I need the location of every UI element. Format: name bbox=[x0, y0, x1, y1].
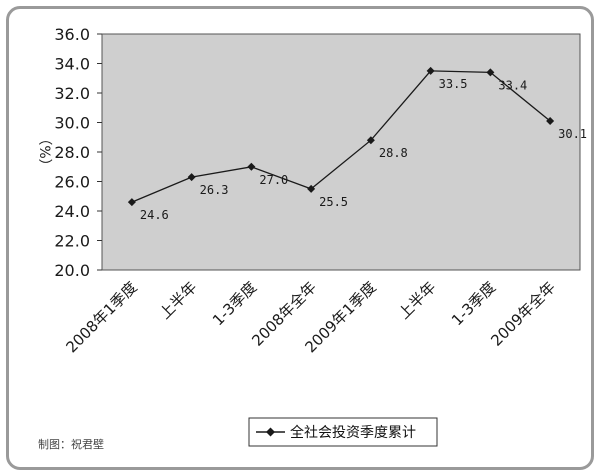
data-point bbox=[307, 184, 316, 193]
y-tick-label: 26.0 bbox=[54, 173, 90, 192]
data-point bbox=[426, 66, 435, 75]
x-tick-label: 上半年 bbox=[395, 278, 440, 323]
data-label: 26.3 bbox=[200, 183, 229, 197]
data-label: 33.4 bbox=[498, 78, 527, 92]
x-tick-label: 1-3季度 bbox=[448, 278, 499, 329]
y-tick-label: 30.0 bbox=[54, 114, 90, 133]
data-labels: 24.6 26.3 27.0 25.5 28.8 33.5 33.4 30.1 bbox=[140, 77, 587, 222]
y-tick-label: 22.0 bbox=[54, 232, 90, 251]
y-tick-label: 34.0 bbox=[54, 55, 90, 74]
data-point bbox=[127, 198, 136, 207]
x-tick-label: 2008年1季度 bbox=[62, 278, 140, 356]
data-label: 25.5 bbox=[319, 195, 348, 209]
y-tick-label: 32.0 bbox=[54, 84, 90, 103]
x-tick-label: 2009年全年 bbox=[487, 278, 559, 350]
data-point bbox=[366, 136, 375, 145]
y-axis: 20.0 22.0 24.0 26.0 28.0 30.0 32.0 34.0 36.0 bbox=[54, 25, 102, 280]
legend-marker bbox=[266, 427, 275, 437]
data-label: 33.5 bbox=[439, 77, 468, 91]
y-tick-label: 20.0 bbox=[54, 261, 90, 280]
data-label: 30.1 bbox=[558, 127, 587, 141]
legend: 全社会投资季度累计 bbox=[248, 417, 438, 447]
data-point bbox=[486, 68, 495, 77]
x-tick-label: 上半年 bbox=[156, 278, 201, 323]
series-line bbox=[131, 70, 551, 203]
data-point bbox=[187, 173, 196, 182]
credit-text: 制图：祝君壁 bbox=[38, 438, 104, 451]
legend-label: 全社会投资季度累计 bbox=[290, 424, 416, 441]
plot-area bbox=[101, 33, 581, 271]
data-point bbox=[546, 117, 555, 126]
data-label: 24.6 bbox=[140, 208, 169, 222]
y-tick-label: 24.0 bbox=[54, 202, 90, 221]
data-label: 27.0 bbox=[259, 173, 288, 187]
y-axis-label: （%） bbox=[36, 131, 52, 172]
data-points bbox=[127, 66, 555, 207]
data-point bbox=[247, 162, 256, 171]
x-tick-label: 1-3季度 bbox=[209, 278, 260, 329]
y-tick-label: 36.0 bbox=[54, 25, 90, 44]
data-label: 28.8 bbox=[379, 146, 408, 160]
y-tick-label: 28.0 bbox=[54, 143, 90, 162]
